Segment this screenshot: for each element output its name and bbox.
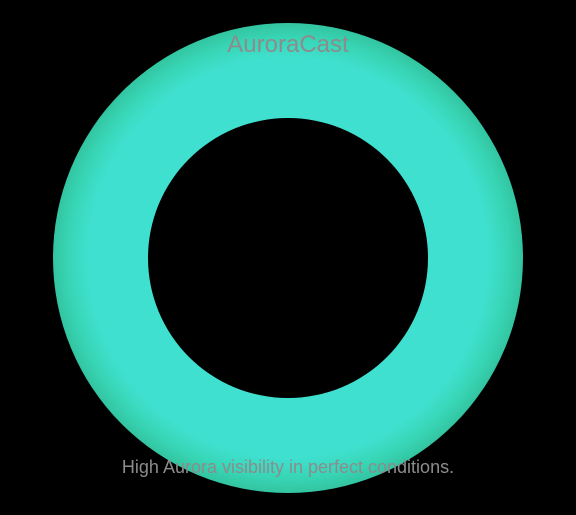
eclipse-disc: [148, 118, 428, 398]
app-title: AuroraCast: [227, 31, 349, 58]
visibility-status-text: High Aurora visibility in perfect condit…: [121, 457, 455, 477]
